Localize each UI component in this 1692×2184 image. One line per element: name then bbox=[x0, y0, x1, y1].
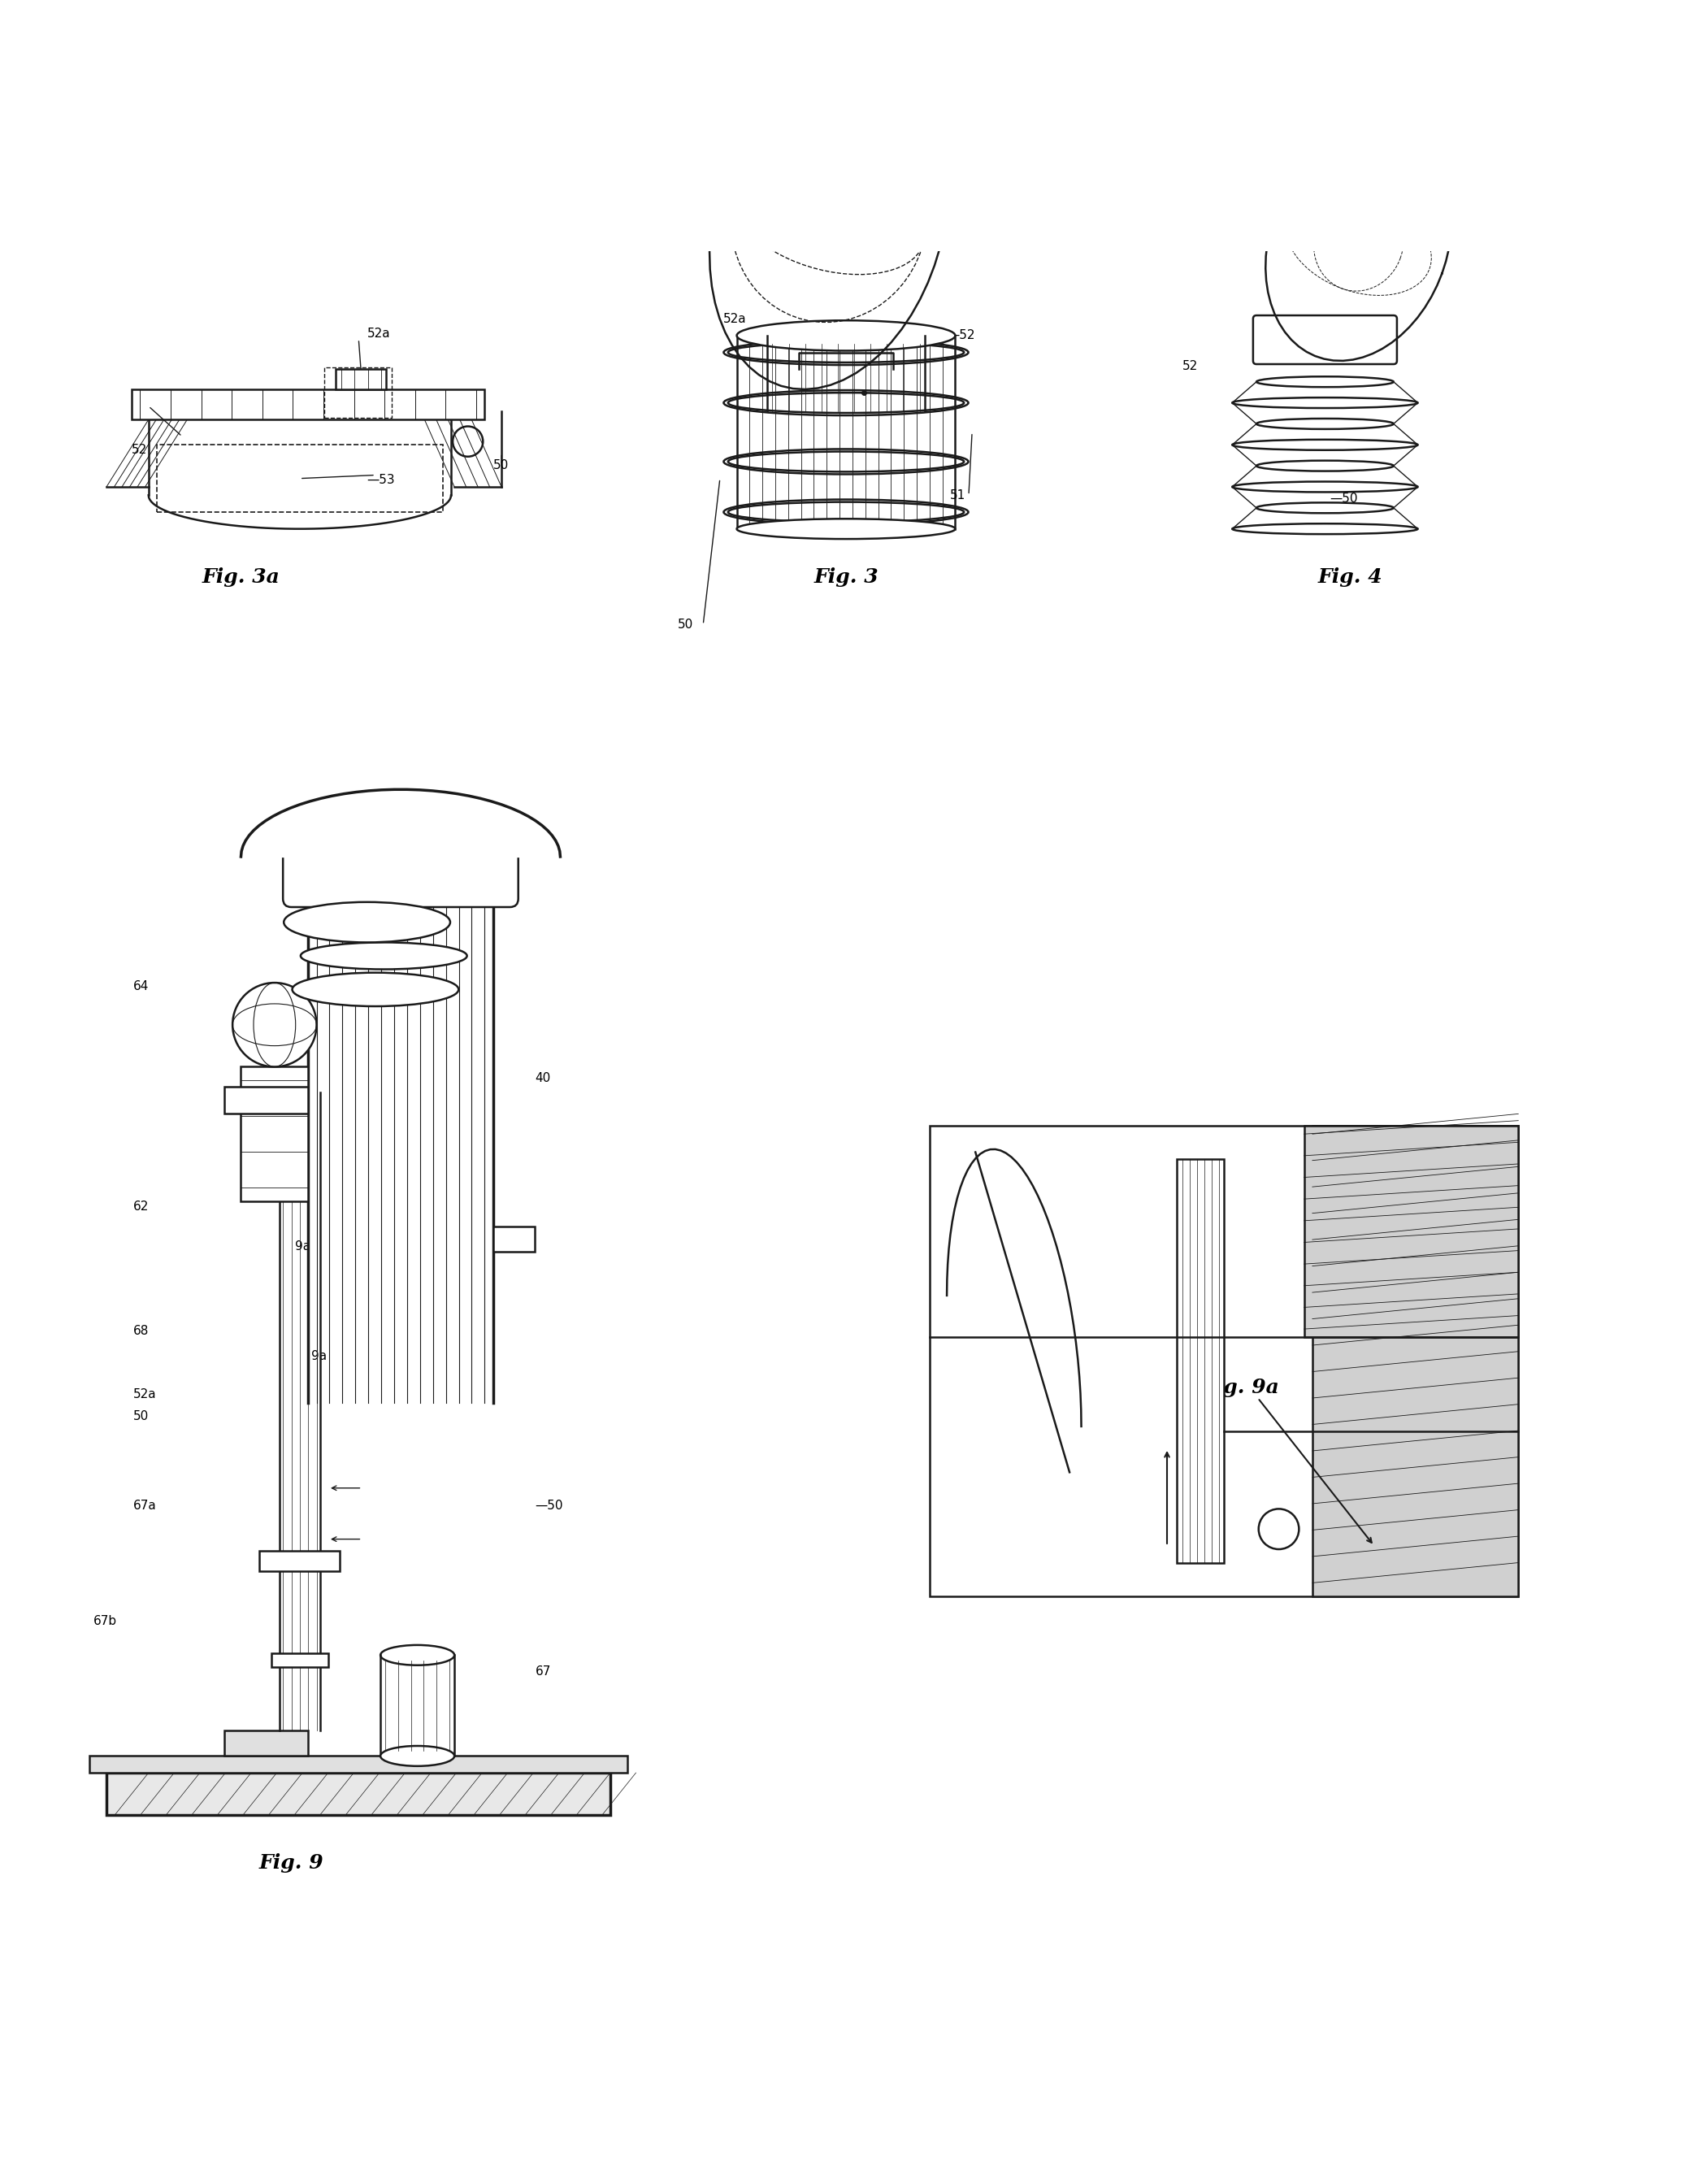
Text: Fig. 3a: Fig. 3a bbox=[201, 568, 279, 587]
Text: 52: 52 bbox=[132, 443, 147, 456]
Ellipse shape bbox=[1232, 397, 1418, 408]
Ellipse shape bbox=[284, 902, 450, 941]
Ellipse shape bbox=[1232, 483, 1418, 491]
Bar bbox=[492, 1227, 535, 1251]
Ellipse shape bbox=[736, 520, 956, 539]
Ellipse shape bbox=[1232, 524, 1418, 535]
Text: 40: 40 bbox=[535, 1072, 550, 1085]
Bar bbox=[90, 1756, 628, 1773]
Text: 64: 64 bbox=[134, 981, 149, 992]
Ellipse shape bbox=[293, 972, 459, 1007]
Ellipse shape bbox=[736, 321, 956, 352]
Bar bbox=[1178, 1160, 1223, 1564]
Ellipse shape bbox=[1232, 439, 1418, 450]
Bar bbox=[325, 367, 391, 417]
Bar bbox=[259, 1551, 340, 1570]
Ellipse shape bbox=[381, 1745, 455, 1767]
Text: 52a: 52a bbox=[134, 1389, 157, 1400]
Bar bbox=[337, 369, 386, 389]
Ellipse shape bbox=[381, 1645, 455, 1664]
Text: Fig. 9a: Fig. 9a bbox=[1201, 1378, 1279, 1398]
Text: Fig. 9: Fig. 9 bbox=[259, 1854, 323, 1874]
Text: 50: 50 bbox=[492, 459, 509, 472]
Ellipse shape bbox=[1257, 461, 1394, 472]
Bar bbox=[132, 389, 484, 419]
Bar bbox=[1313, 1125, 1518, 1597]
Bar bbox=[1305, 1125, 1518, 1337]
Text: Fig. 3: Fig. 3 bbox=[814, 568, 878, 587]
Text: 52: 52 bbox=[1183, 360, 1198, 371]
Ellipse shape bbox=[1257, 419, 1394, 428]
Ellipse shape bbox=[301, 941, 467, 970]
Ellipse shape bbox=[1257, 502, 1394, 513]
FancyBboxPatch shape bbox=[107, 1773, 611, 1815]
Text: 9a: 9a bbox=[311, 1350, 327, 1363]
Bar bbox=[271, 1653, 328, 1666]
Bar bbox=[931, 1125, 1518, 1597]
Text: 50: 50 bbox=[134, 1411, 149, 1422]
FancyBboxPatch shape bbox=[283, 847, 518, 906]
Bar bbox=[157, 446, 443, 511]
Text: 9a: 9a bbox=[294, 1241, 310, 1254]
Bar bbox=[223, 1088, 308, 1114]
Text: —53: —53 bbox=[367, 474, 396, 487]
Text: 52a: 52a bbox=[722, 312, 746, 325]
Text: 67b: 67b bbox=[93, 1616, 117, 1627]
Text: 62: 62 bbox=[134, 1201, 149, 1212]
Text: 67a: 67a bbox=[134, 1500, 157, 1511]
Text: —50: —50 bbox=[535, 1500, 563, 1511]
Text: —52: —52 bbox=[948, 330, 975, 341]
Circle shape bbox=[1259, 1509, 1299, 1548]
Text: 67: 67 bbox=[535, 1666, 552, 1677]
FancyBboxPatch shape bbox=[1254, 314, 1398, 365]
FancyBboxPatch shape bbox=[240, 1066, 308, 1201]
Ellipse shape bbox=[1257, 376, 1394, 387]
Text: 68: 68 bbox=[134, 1326, 149, 1337]
Text: Fig. 4: Fig. 4 bbox=[1318, 568, 1382, 587]
Text: 50: 50 bbox=[678, 618, 694, 631]
Text: 52a: 52a bbox=[367, 328, 391, 341]
Text: —50: —50 bbox=[1330, 494, 1359, 505]
Text: 51: 51 bbox=[951, 489, 966, 502]
Bar bbox=[223, 1730, 308, 1756]
Circle shape bbox=[232, 983, 316, 1066]
